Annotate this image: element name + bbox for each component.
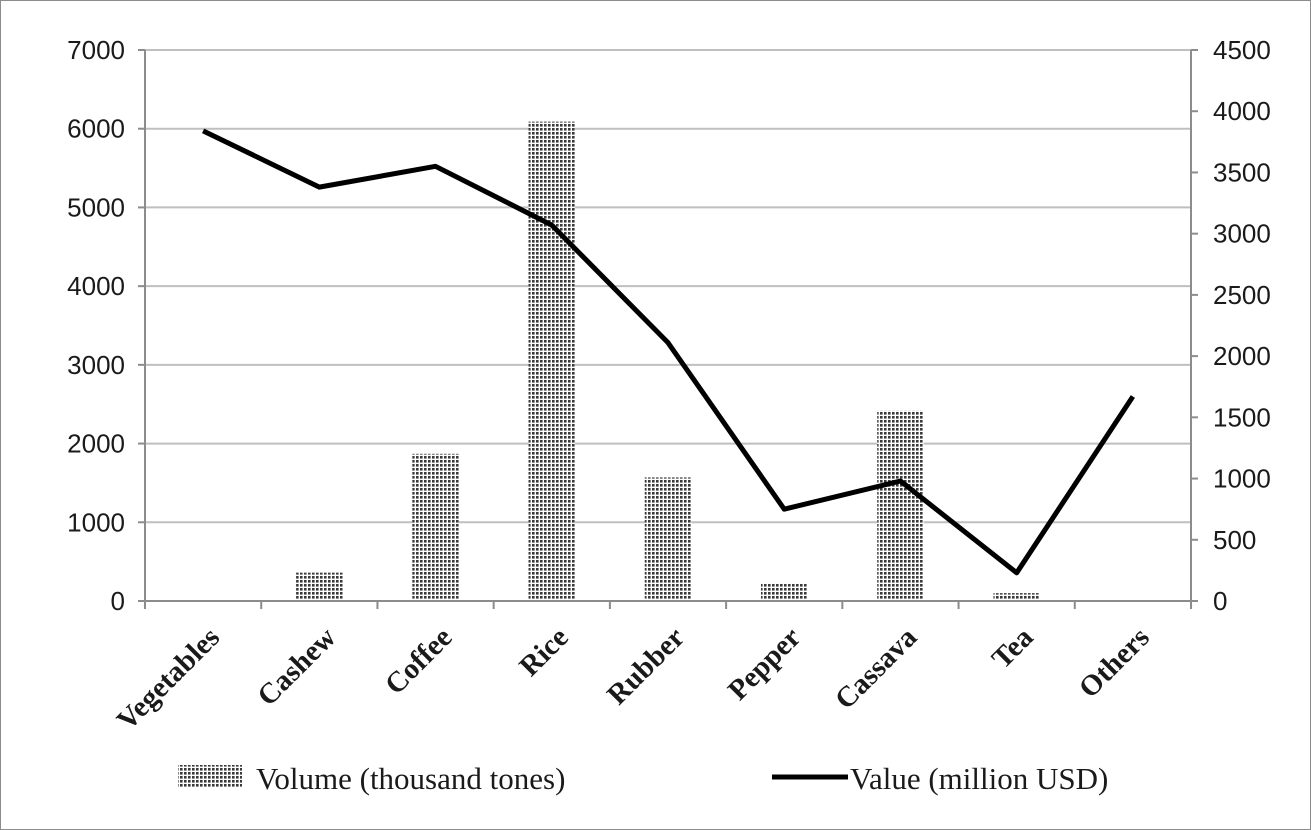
legend-swatch-volume (178, 765, 242, 787)
left-tick-label: 7000 (67, 35, 125, 65)
right-tick-label: 1500 (1213, 402, 1271, 432)
legend-label-value: Value (million USD) (850, 761, 1108, 796)
category-label: Cassava (829, 621, 924, 716)
legend-label-volume: Volume (thousand tones) (256, 761, 565, 796)
right-tick-label: 2000 (1213, 341, 1271, 371)
volume-bar (412, 453, 459, 601)
category-label: Rice (513, 621, 574, 682)
left-tick-label: 1000 (67, 507, 125, 537)
left-tick-label: 3000 (67, 350, 125, 380)
value-line (202, 128, 1135, 576)
category-label: Pepper (722, 621, 807, 706)
left-tick-label: 2000 (67, 429, 125, 459)
left-tick-label: 0 (111, 586, 125, 616)
left-tick-label: 5000 (67, 192, 125, 222)
category-label: Others (1073, 621, 1156, 704)
category-label: Rubber (601, 621, 691, 711)
left-y-axis: 0 1000 2000 3000 4000 5000 6000 7000 (67, 35, 146, 616)
right-tick-label: 0 (1213, 586, 1227, 616)
right-tick-label: 2500 (1213, 280, 1271, 310)
left-tick-label: 4000 (67, 271, 125, 301)
category-label: Tea (986, 621, 1040, 675)
right-tick-label: 1000 (1213, 464, 1271, 494)
legend: Volume (thousand tones) Value (million U… (178, 761, 1108, 796)
volume-bar (296, 572, 343, 601)
right-tick-label: 4500 (1213, 35, 1271, 65)
volume-bar (760, 582, 808, 601)
x-axis: Vegetables Cashew Coffee Rice Rubber Pepper Ca… (111, 600, 1192, 737)
volume-bar (644, 477, 692, 601)
left-tick-label: 6000 (67, 114, 125, 144)
right-tick-label: 500 (1213, 525, 1256, 555)
category-label: Coffee (379, 621, 459, 701)
volume-bars (296, 121, 1040, 601)
category-label: Vegetables (111, 621, 226, 736)
volume-bar (877, 410, 924, 601)
right-tick-label: 4000 (1213, 96, 1271, 126)
volume-bar (528, 121, 576, 601)
right-y-axis: 0 500 1000 1500 2000 2500 3000 3500 4000 4500 (1190, 35, 1271, 616)
gridlines (145, 49, 1191, 524)
category-label: Cashew (251, 621, 342, 712)
right-tick-label: 3000 (1213, 219, 1271, 249)
right-tick-label: 3500 (1213, 157, 1271, 187)
volume-bar (993, 593, 1040, 601)
